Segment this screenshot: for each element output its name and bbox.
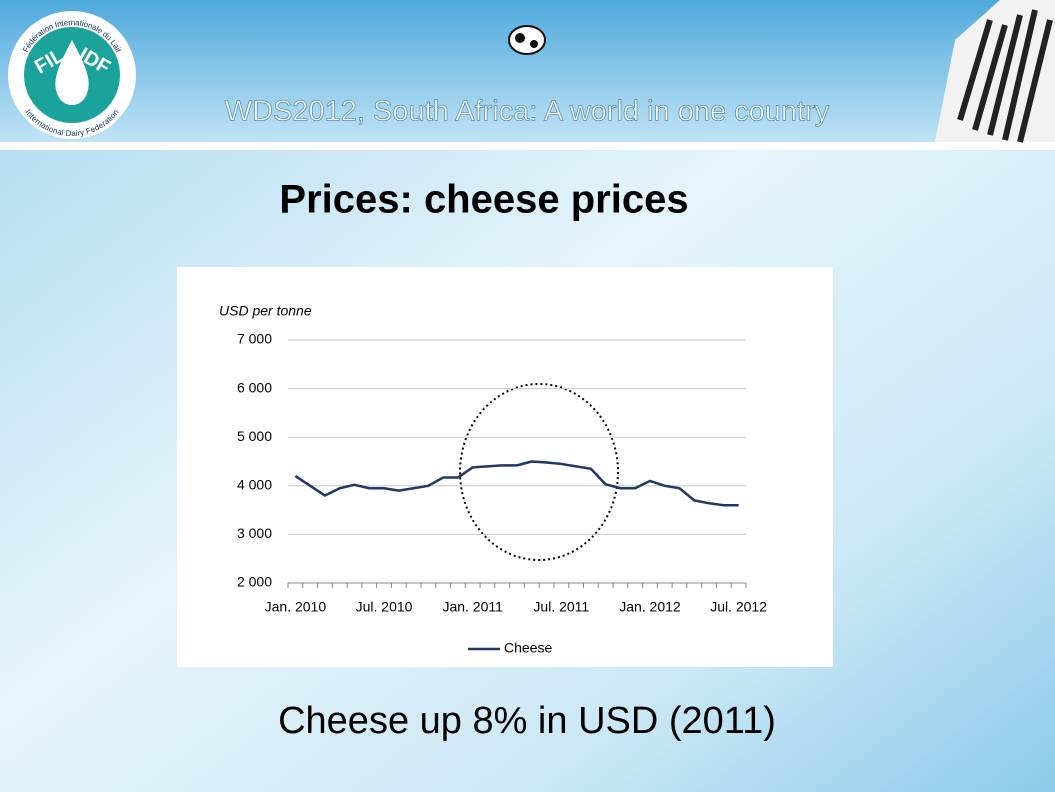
x-tick-label: Jan. 2011 xyxy=(442,599,503,615)
x-tick-label: Jul. 2010 xyxy=(356,599,413,615)
y-axis-label: USD per tonne xyxy=(219,303,312,319)
y-tick-label: 5 000 xyxy=(237,428,272,444)
header-band xyxy=(0,0,1055,142)
plot: 2 000 3 000 4 000 5 000 6 000 7 000 Jan. 2010 J… xyxy=(237,331,767,656)
y-tick-label: 4 000 xyxy=(237,477,272,493)
x-tick-label: Jul. 2011 xyxy=(533,599,589,615)
x-tick-label: Jul. 2012 xyxy=(710,599,767,615)
logo-drop xyxy=(55,40,89,105)
y-tick-label: 6 000 xyxy=(237,379,272,395)
logo: FIL IDF Fédération Internationale du Lai… xyxy=(8,11,136,139)
slide-title: Prices: cheese prices xyxy=(279,178,688,222)
chart-area xyxy=(177,267,833,667)
x-tick-label: Jan. 2012 xyxy=(619,599,681,615)
highlight-circle xyxy=(459,383,619,561)
x-tick-label: Jan. 2010 xyxy=(265,599,327,615)
line-series xyxy=(294,460,739,507)
header-title: WDS2012, South Africa: A world in one co… xyxy=(225,96,830,128)
header-stripe xyxy=(0,142,1055,150)
caption: Cheese up 8% in USD (2011) xyxy=(278,700,776,742)
zebra xyxy=(935,0,1055,143)
cow-logo xyxy=(508,25,546,55)
legend-label: Cheese xyxy=(504,640,552,656)
y-tick-label: 2 000 xyxy=(237,574,272,590)
y-tick-label: 3 000 xyxy=(237,525,272,541)
y-tick-label: 7 000 xyxy=(237,331,272,347)
